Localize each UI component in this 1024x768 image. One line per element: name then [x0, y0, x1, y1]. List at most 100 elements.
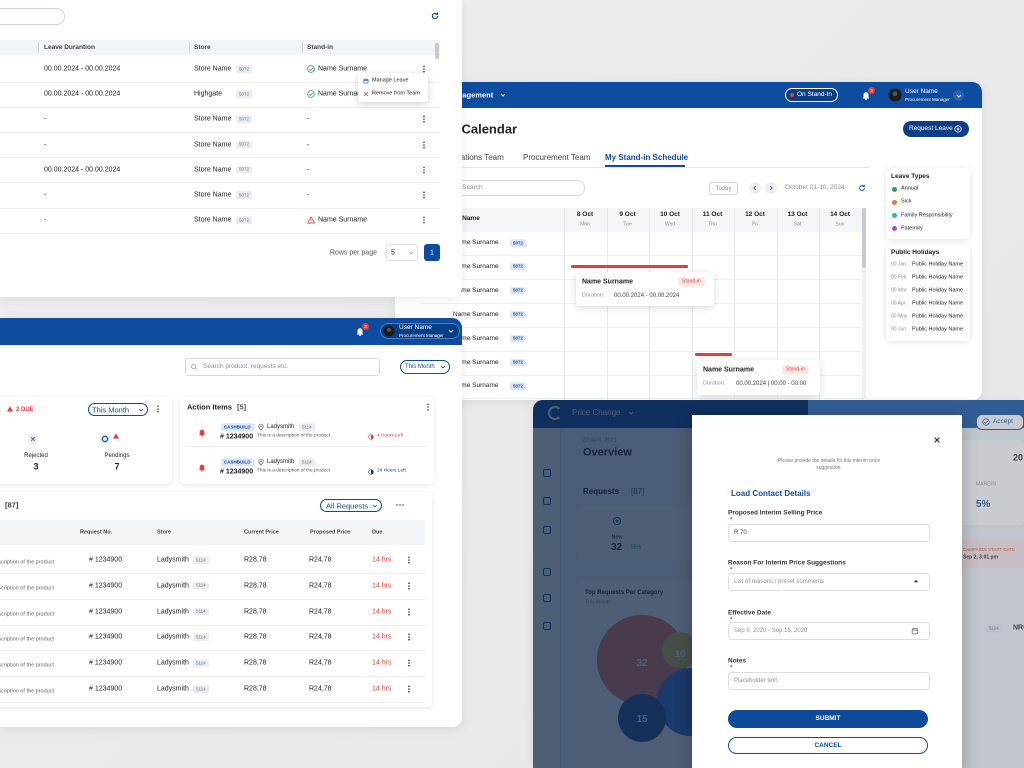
period-chevron-glyph	[440, 365, 446, 369]
column-header: Leave Durantion	[44, 43, 95, 51]
user-pill[interactable]	[380, 323, 460, 339]
refresh-icon	[858, 184, 866, 192]
pending-icon-glyph	[99, 433, 111, 445]
alert-bell-glyph	[198, 464, 206, 472]
column-header: Stand-in	[307, 43, 333, 51]
holiday-date: 00 Apr	[891, 300, 906, 307]
period-select[interactable]	[400, 360, 450, 374]
store-code: 5072	[236, 216, 253, 224]
row-menu[interactable]	[405, 582, 413, 590]
on-standin-pill[interactable]	[785, 88, 838, 102]
divider	[0, 232, 440, 234]
leave-duration: -	[44, 191, 47, 199]
rows-select[interactable]	[386, 244, 418, 261]
row-menu-glyph	[408, 659, 410, 667]
input[interactable]	[728, 524, 930, 542]
search-input[interactable]	[185, 358, 380, 376]
row-menu[interactable]	[420, 166, 428, 174]
leave-table-panel: Leave Durantion Store Stand-in 00.00.2024 -…	[0, 0, 462, 297]
field-label-text: Notes	[728, 657, 747, 665]
row-menu[interactable]	[420, 65, 428, 73]
filter-chevron-glyph	[372, 504, 378, 508]
row-menu[interactable]	[420, 141, 428, 149]
user-name: User Name	[399, 323, 432, 331]
request-leave: Request Leave	[909, 124, 953, 132]
divider	[819, 208, 820, 400]
person-name: Name Surname	[453, 382, 499, 390]
store-code: 5072	[236, 191, 253, 199]
row-menu[interactable]	[420, 191, 428, 199]
item-number: # 1234900	[220, 468, 254, 475]
calendar-icon	[911, 627, 919, 635]
submit-button[interactable]	[728, 710, 928, 728]
row-menu[interactable]	[405, 633, 413, 641]
module-chevron	[499, 91, 507, 99]
input[interactable]	[728, 573, 930, 591]
calendar-icon-glyph	[911, 627, 919, 635]
user-chevron-glyph	[448, 329, 454, 333]
divider	[0, 676, 425, 678]
divider	[0, 702, 425, 703]
current-price: R28,78	[244, 582, 267, 590]
due-icon	[6, 406, 14, 413]
leave-duration: -	[44, 115, 47, 123]
tab-active: My Stand-in Schedule	[605, 153, 689, 162]
stat-label: Rejected	[24, 453, 48, 459]
request-number: # 1234900	[89, 556, 123, 564]
row-menu[interactable]	[405, 556, 413, 564]
row-menu-glyph	[423, 141, 425, 149]
row-menu[interactable]	[405, 685, 413, 693]
row-menu[interactable]	[405, 659, 413, 667]
person-code: 5072	[510, 310, 527, 319]
row-menu-glyph	[408, 556, 410, 564]
on-standin: On Stand-In	[797, 90, 833, 98]
row-menu[interactable]	[420, 216, 428, 224]
proposed-price: R24,78	[309, 608, 332, 616]
scrollbar-track	[862, 208, 866, 398]
request-store: Ladysmith	[157, 685, 189, 693]
row-menu[interactable]	[420, 115, 428, 123]
input[interactable]	[728, 622, 930, 640]
dropdown-icon	[912, 577, 920, 585]
holiday-date: 00 Jun	[891, 326, 907, 333]
event-name: Name Surname	[703, 366, 754, 374]
store-code: 5072	[236, 140, 253, 149]
prev-button[interactable]	[749, 182, 761, 194]
search-input[interactable]	[0, 8, 65, 25]
name-column: All Name	[452, 214, 480, 222]
price-change-panel: Price Change22 April, 2021OverviewReques…	[533, 400, 1024, 768]
request-store: Ladysmith	[157, 582, 189, 590]
holiday-name: Public Holiday Name	[912, 274, 964, 281]
leave-type-dot	[891, 213, 897, 219]
more-icon-glyph	[396, 504, 404, 506]
stand-in: Name Surname	[318, 216, 368, 224]
request-due: 14 hrs	[372, 582, 392, 590]
store-name: Store Name	[194, 166, 232, 174]
cancel-button[interactable]	[728, 737, 928, 754]
stats-card	[960, 440, 1024, 525]
placeholder: Placeholder text	[734, 678, 778, 684]
count: 20	[1013, 452, 1024, 463]
row-menu[interactable]	[405, 608, 413, 616]
field-label-text: Effective Date	[728, 609, 771, 617]
avatar	[888, 88, 902, 102]
requests-filter[interactable]	[320, 499, 382, 512]
request-number: # 1234900	[89, 582, 123, 590]
page-button[interactable]	[424, 244, 440, 261]
status-dot	[790, 93, 794, 97]
leave-type-dot	[891, 199, 897, 205]
tab-underline	[605, 165, 685, 167]
close-button[interactable]	[933, 436, 941, 444]
summary-period[interactable]	[88, 403, 148, 416]
product-description: This is a description of the product	[0, 585, 54, 592]
request-leave-button[interactable]	[903, 121, 969, 137]
person-name: Name Surname	[453, 310, 499, 318]
input[interactable]	[728, 672, 930, 690]
today-button[interactable]	[709, 182, 738, 195]
stand-in: Name Surname	[318, 90, 368, 98]
user-chevron	[955, 92, 963, 100]
accept-icon	[982, 418, 990, 426]
holidays-title: Public Holidays	[891, 248, 940, 256]
next-button[interactable]	[765, 182, 777, 194]
column-header: Store	[157, 528, 172, 535]
